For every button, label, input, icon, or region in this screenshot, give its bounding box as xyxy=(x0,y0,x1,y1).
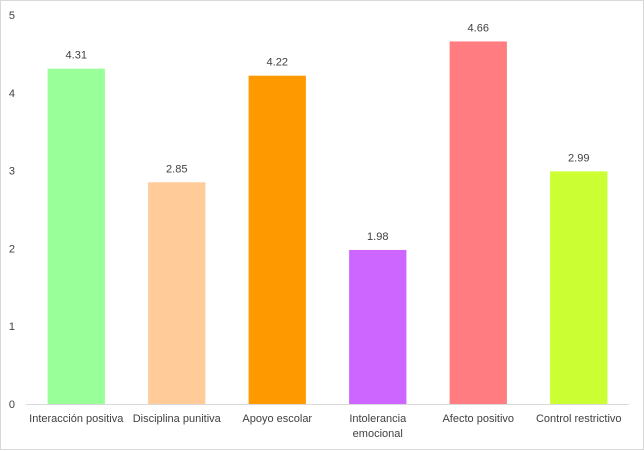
data-label: 4.31 xyxy=(66,50,87,62)
data-label: 1.98 xyxy=(367,231,388,243)
data-label: 4.66 xyxy=(468,22,489,34)
x-tick-label: Disciplina punitiva xyxy=(133,413,222,425)
bar xyxy=(47,68,105,404)
bar xyxy=(148,182,206,404)
x-tick-label: Afecto positivo xyxy=(442,413,514,425)
y-tick-label: 5 xyxy=(9,10,15,22)
bar xyxy=(248,75,306,405)
y-tick-label: 1 xyxy=(9,321,15,333)
bars-group xyxy=(47,41,608,405)
y-axis: 0 1 2 3 4 5 xyxy=(9,10,15,411)
y-tick-label: 4 xyxy=(9,88,15,100)
bar xyxy=(349,249,407,404)
x-tick-label: emocional xyxy=(353,428,403,440)
data-label: 2.99 xyxy=(568,152,589,164)
x-tick-label: Control restrictivo xyxy=(536,413,622,425)
x-tick-label: Apoyo escolar xyxy=(242,413,312,425)
data-label: 2.85 xyxy=(166,163,187,175)
value-labels-group: 4.31 2.85 4.22 1.98 4.66 2.99 xyxy=(66,22,590,243)
bar xyxy=(449,41,507,405)
x-tick-label: Interacción positiva xyxy=(29,413,124,425)
x-tick-label: Intolerancia xyxy=(349,413,407,425)
y-tick-label: 0 xyxy=(9,399,15,411)
y-tick-label: 2 xyxy=(9,243,15,255)
data-label: 4.22 xyxy=(267,57,288,69)
bar xyxy=(550,171,608,404)
x-axis: Interacción positiva Disciplina punitiva A… xyxy=(29,413,621,440)
y-tick-label: 3 xyxy=(9,166,15,178)
